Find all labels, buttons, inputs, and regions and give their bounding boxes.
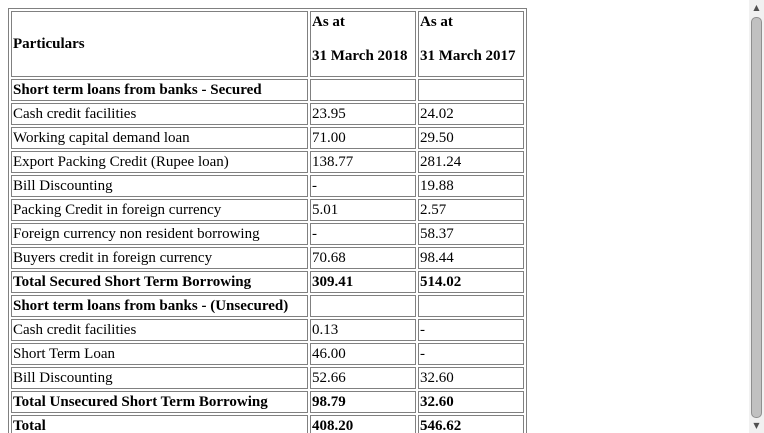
- table-row: Short term loans from banks - Secured: [11, 79, 524, 101]
- row-value-2017: 546.62: [418, 415, 524, 433]
- row-label: Packing Credit in foreign currency: [11, 199, 308, 221]
- row-label: Total Secured Short Term Borrowing: [11, 271, 308, 293]
- row-label: Buyers credit in foreign currency: [11, 247, 308, 269]
- table-row: Foreign currency non resident borrowing -…: [11, 223, 524, 245]
- row-label: Short term loans from banks - (Unsecured…: [11, 295, 308, 317]
- row-value-2018: 46.00: [310, 343, 416, 365]
- table-row: Export Packing Credit (Rupee loan) 138.77…: [11, 151, 524, 173]
- table-row: Buyers credit in foreign currency 70.68 98…: [11, 247, 524, 269]
- row-label: Export Packing Credit (Rupee loan): [11, 151, 308, 173]
- scrollbar-thumb[interactable]: [751, 17, 762, 418]
- row-value-2018: 70.68: [310, 247, 416, 269]
- table-row: Short Term Loan 46.00-: [11, 343, 524, 365]
- row-label: Total: [11, 415, 308, 433]
- row-value-2017: [418, 79, 524, 101]
- row-value-2018: 309.41: [310, 271, 416, 293]
- table-row: Bill Discounting 52.66 32.60: [11, 367, 524, 389]
- header-2017-line1: As at: [420, 14, 453, 30]
- header-2017-line2: 31 March 2017: [420, 48, 516, 64]
- row-value-2018: 0.13: [310, 319, 416, 341]
- triangle-up-icon: ▲: [753, 3, 760, 12]
- row-value-2017: -: [418, 319, 524, 341]
- row-value-2018: 98.79: [310, 391, 416, 413]
- header-2018-line2: 31 March 2018: [312, 48, 408, 64]
- row-value-2017: 98.44: [418, 247, 524, 269]
- row-value-2018: -: [310, 223, 416, 245]
- row-label: Working capital demand loan: [11, 127, 308, 149]
- short-term-borrowings-table: Particulars As at 31 March 2018 As at 31…: [8, 8, 527, 433]
- row-value-2017: 32.60: [418, 367, 524, 389]
- table-row: Total 408.20 546.62: [11, 415, 524, 433]
- header-particulars: Particulars: [11, 11, 308, 77]
- row-value-2017: 2.57: [418, 199, 524, 221]
- table-row: Bill Discounting -19.88: [11, 175, 524, 197]
- row-value-2017: 19.88: [418, 175, 524, 197]
- row-value-2017: 514.02: [418, 271, 524, 293]
- row-value-2018: 23.95: [310, 103, 416, 125]
- header-2017: As at 31 March 2017: [418, 11, 524, 77]
- row-label: Foreign currency non resident borrowing: [11, 223, 308, 245]
- row-value-2017: 281.24: [418, 151, 524, 173]
- row-value-2018: 138.77: [310, 151, 416, 173]
- table-row: Cash credit facilities 0.13-: [11, 319, 524, 341]
- row-value-2017: 24.02: [418, 103, 524, 125]
- row-value-2017: -: [418, 343, 524, 365]
- table-row: Short term loans from banks - (Unsecured…: [11, 295, 524, 317]
- row-value-2018: [310, 295, 416, 317]
- table-row: Total Unsecured Short Term Borrowing 98.7…: [11, 391, 524, 413]
- row-label: Total Unsecured Short Term Borrowing: [11, 391, 308, 413]
- row-label: Cash credit facilities: [11, 103, 308, 125]
- header-2018: As at 31 March 2018: [310, 11, 416, 77]
- row-value-2017: 58.37: [418, 223, 524, 245]
- row-value-2018: [310, 79, 416, 101]
- row-label: Short term loans from banks - Secured: [11, 79, 308, 101]
- scroll-up-button[interactable]: ▲: [749, 0, 764, 15]
- table-row: Working capital demand loan 71.00 29.50: [11, 127, 524, 149]
- header-2018-line1: As at: [312, 14, 345, 30]
- row-value-2017: 29.50: [418, 127, 524, 149]
- header-row: Particulars As at 31 March 2018 As at 31…: [11, 11, 524, 77]
- row-label: Cash credit facilities: [11, 319, 308, 341]
- triangle-down-icon: ▼: [753, 421, 760, 430]
- row-value-2018: 52.66: [310, 367, 416, 389]
- row-value-2017: 32.60: [418, 391, 524, 413]
- row-label: Short Term Loan: [11, 343, 308, 365]
- row-value-2018: 5.01: [310, 199, 416, 221]
- row-value-2018: 408.20: [310, 415, 416, 433]
- row-label: Bill Discounting: [11, 175, 308, 197]
- table-row: Total Secured Short Term Borrowing 309.41…: [11, 271, 524, 293]
- table-row: Packing Credit in foreign currency 5.01 2.…: [11, 199, 524, 221]
- scroll-down-button[interactable]: ▼: [749, 418, 764, 433]
- table-row: Cash credit facilities 23.95 24.02: [11, 103, 524, 125]
- vertical-scrollbar[interactable]: ▲ ▼: [749, 0, 764, 433]
- row-value-2018: 71.00: [310, 127, 416, 149]
- row-value-2017: [418, 295, 524, 317]
- row-value-2018: -: [310, 175, 416, 197]
- row-label: Bill Discounting: [11, 367, 308, 389]
